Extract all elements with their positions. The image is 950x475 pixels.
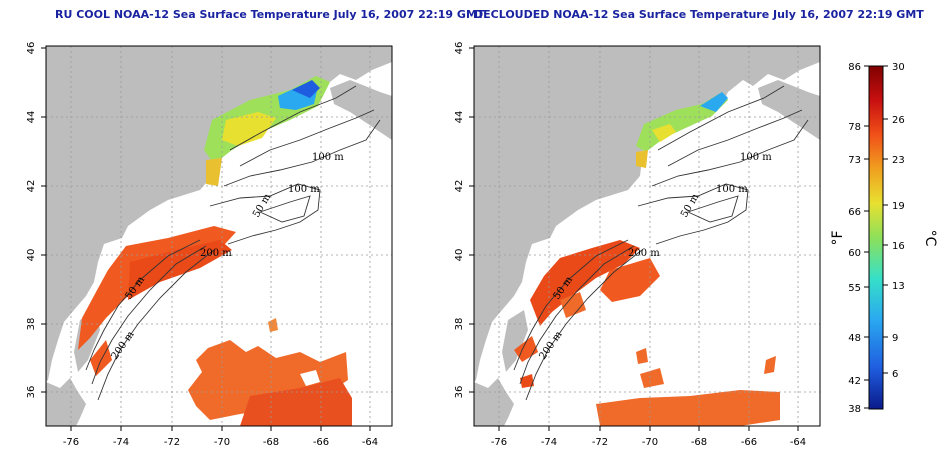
fahrenheit-tick-label: 66 — [848, 207, 861, 218]
fahrenheit-tick-label: 60 — [848, 248, 861, 259]
lon-tick-label: -66 — [741, 437, 757, 448]
map-frame — [45, 45, 393, 427]
contour-label: 100 m — [716, 184, 748, 195]
contour-label: 100 m — [312, 152, 344, 163]
graticule — [46, 46, 392, 426]
contour-label: 50 m — [679, 192, 701, 220]
lat-tick-label: 38 — [454, 318, 465, 331]
fahrenheit-tick-label: 42 — [848, 376, 861, 387]
fahrenheit-unit-label: °F — [830, 230, 846, 245]
celsius-unit-label: °C — [922, 230, 938, 247]
lat-tick-label: 44 — [454, 111, 465, 124]
lat-tick-label: 46 — [454, 42, 465, 55]
lat-tick-label: 46 — [26, 42, 37, 55]
lon-tick-label: -72 — [592, 437, 608, 448]
lon-tick-label: -70 — [214, 437, 230, 448]
colorbar-ticks — [864, 65, 888, 409]
lon-tick-label: -74 — [113, 437, 129, 448]
lat-tick-label: 44 — [26, 111, 37, 124]
lat-tick-label: 42 — [26, 180, 37, 193]
celsius-tick-label: 13 — [892, 281, 905, 292]
fahrenheit-tick-label: 38 — [848, 404, 861, 415]
axis-ticks — [41, 47, 371, 431]
map-frame — [473, 45, 821, 427]
right-map-title: DECLOUDED NOAA-12 Sea Surface Temperatur… — [474, 8, 924, 21]
right-map-panel: 100 m 100 m 50 m 200 m 200 m 50 m -76 -7… — [454, 42, 821, 448]
lat-tick-label: 36 — [26, 386, 37, 399]
lon-tick-label: -66 — [313, 437, 329, 448]
celsius-tick-label: 16 — [892, 241, 905, 252]
left-map-panel: 100 m 100 m 50 m 200 m 200 m 50 m -76 -7… — [26, 42, 393, 448]
bathymetry-contours — [513, 85, 809, 401]
fahrenheit-tick-label: 86 — [848, 62, 861, 73]
lon-tick-labels: -76 -74 -72 -70 -68 -66 -64 — [63, 437, 378, 448]
lat-tick-label: 36 — [454, 386, 465, 399]
lon-tick-label: -74 — [541, 437, 557, 448]
lat-tick-label: 42 — [454, 180, 465, 193]
celsius-tick-label: 19 — [892, 201, 905, 212]
lon-tick-label: -76 — [63, 437, 79, 448]
graticule — [474, 46, 820, 426]
fahrenheit-tick-label: 55 — [848, 283, 861, 294]
sst-data-patches — [78, 76, 352, 426]
celsius-tick-label: 6 — [892, 369, 898, 380]
temperature-colorbar: 86 78 73 66 60 55 48 42 38 30 26 23 19 1… — [830, 62, 938, 415]
lat-tick-labels: 46 44 42 40 38 36 — [454, 42, 465, 399]
colorbar-gradient — [868, 65, 884, 410]
celsius-tick-labels: 30 26 23 19 16 13 9 6 — [892, 62, 905, 380]
fahrenheit-tick-label: 73 — [848, 155, 861, 166]
bathymetry-contours — [85, 85, 381, 401]
lon-tick-label: -72 — [164, 437, 180, 448]
contour-label: 100 m — [288, 184, 320, 195]
lon-tick-label: -68 — [263, 437, 279, 448]
lat-tick-labels: 46 44 42 40 38 36 — [26, 42, 37, 399]
left-map-title: RU COOL NOAA-12 Sea Surface Temperature … — [55, 8, 485, 21]
fahrenheit-tick-label: 48 — [848, 333, 861, 344]
lon-tick-label: -64 — [362, 437, 378, 448]
lat-tick-label: 38 — [26, 318, 37, 331]
contour-label: 50 m — [251, 192, 273, 220]
lon-tick-labels: -76 -74 -72 -70 -68 -66 -64 — [491, 437, 806, 448]
axis-ticks — [469, 47, 799, 431]
fahrenheit-tick-labels: 86 78 73 66 60 55 48 42 38 — [848, 62, 861, 415]
contour-label: 200 m — [628, 248, 660, 259]
contour-label: 200 m — [109, 329, 137, 362]
contour-label: 100 m — [740, 152, 772, 163]
celsius-tick-label: 26 — [892, 115, 905, 126]
lat-tick-label: 40 — [454, 249, 465, 262]
fahrenheit-tick-label: 78 — [848, 122, 861, 133]
celsius-tick-label: 9 — [892, 333, 898, 344]
lat-tick-label: 40 — [26, 249, 37, 262]
lon-tick-label: -64 — [790, 437, 806, 448]
lon-tick-label: -68 — [691, 437, 707, 448]
celsius-tick-label: 23 — [892, 155, 905, 166]
contour-label: 200 m — [537, 329, 565, 362]
lon-tick-label: -76 — [491, 437, 507, 448]
celsius-tick-label: 30 — [892, 62, 905, 73]
lon-tick-label: -70 — [642, 437, 658, 448]
contour-label: 200 m — [200, 248, 232, 259]
